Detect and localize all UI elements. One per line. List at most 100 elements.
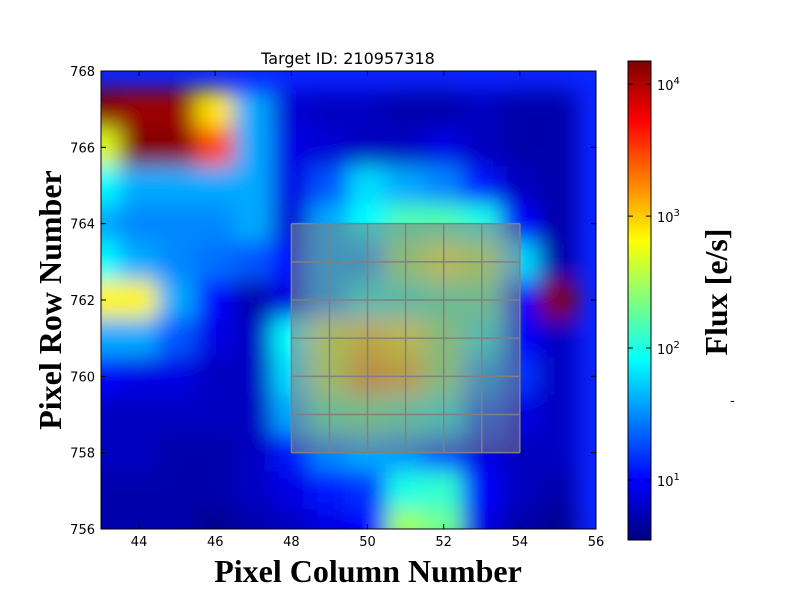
heat-cell [271,165,311,206]
heat-cell [157,509,197,529]
heat-cell [271,471,311,511]
colorbar-tick-label: 104 [657,76,680,94]
heat-cell [309,509,349,529]
x-tick-label: 54 [512,535,529,550]
heat-cell [538,471,578,511]
heat-cell [101,356,121,396]
y-tick-label: 768 [70,65,95,80]
heat-cell [424,509,464,529]
heat-cell [119,356,159,396]
heat-cell [538,356,578,396]
heat-cell [157,89,197,129]
heat-cell [157,394,197,435]
heat-cell [195,356,235,396]
heat-cell [538,89,578,129]
y-tick-label: 756 [70,523,95,538]
heat-cell [233,356,273,396]
heat-cell [538,127,578,167]
heat-cell [386,471,426,511]
heat-cell [538,433,578,473]
heat-cell [101,204,121,244]
colorbar-ticks: 101 102 103 104 [628,76,680,490]
heat-cell [101,394,121,435]
heat-cell [195,165,235,206]
heat-cell [195,509,235,529]
heat-cell [462,89,502,129]
colorbar-tick-label: 102 [657,340,680,358]
heat-cell [119,127,159,167]
heat-cell [119,89,159,129]
heat-cell [309,165,349,206]
heat-cell [101,318,121,358]
x-tick-label: 50 [359,535,376,550]
heat-cell [101,165,121,206]
heat-cell [157,127,197,167]
heat-cell [271,89,311,129]
heat-cell [309,471,349,511]
heat-cell [233,509,273,529]
x-tick-label: 48 [283,535,300,550]
heat-cell [500,165,540,206]
heat-cell [462,471,502,511]
y-tick-label: 760 [70,370,95,385]
heat-cell [195,433,235,473]
colorbar-gradient [627,60,652,541]
heat-cell [195,280,235,320]
heat-cell [500,471,540,511]
heat-cell [101,242,121,282]
heat-cell [101,471,121,511]
heat-cell [424,471,464,511]
heat-cell [348,165,388,206]
heat-cell [195,471,235,511]
heat-cell [119,318,159,358]
y-tick-label: 766 [70,141,95,156]
y-tick-label: 758 [70,447,95,462]
heat-cell [386,127,426,167]
x-tick-label: 46 [207,535,224,550]
heat-cell [271,127,311,167]
heat-cell [233,280,273,320]
heat-cell [119,165,159,206]
heat-cell [119,471,159,511]
heat-cell [157,280,197,320]
heat-cell [386,165,426,206]
heat-cell [233,433,273,473]
heat-cell [157,433,197,473]
heat-cell [119,204,159,244]
heat-cell [538,280,578,320]
heat-cell [195,127,235,167]
heat-cell [233,242,273,282]
heat-cell [101,127,121,167]
heat-cell [309,127,349,167]
heat-cell [157,471,197,511]
heat-cell [386,89,426,129]
heat-cell [348,471,388,511]
heat-cell [157,356,197,396]
heat-cell [195,394,235,435]
heat-cell [424,127,464,167]
heat-cell [119,509,159,529]
colorbar-tick-label: 103 [657,208,680,226]
heat-cell [119,433,159,473]
chart-title: Target ID: 210957318 [260,49,435,68]
heat-cell [233,127,273,167]
heat-cell [157,318,197,358]
x-axis-title: Pixel Column Number [214,553,522,589]
heat-cell [101,433,121,473]
heat-cell [538,204,578,244]
heat-cell [119,394,159,435]
heat-cell [500,89,540,129]
heat-cell [119,242,159,282]
heat-cell [462,509,502,529]
colorbar-tick-label: 101 [657,472,680,490]
plot-area [101,71,596,529]
heat-cell [195,204,235,244]
y-axis-ticks: 756 758 760 762 764 766 768 [70,65,596,538]
heat-cell [538,242,578,282]
heat-cell [538,318,578,358]
heat-cell [233,318,273,358]
heat-cell [101,509,121,529]
x-tick-label: 56 [588,535,605,550]
heat-cell [195,89,235,129]
x-tick-label: 44 [131,535,148,550]
